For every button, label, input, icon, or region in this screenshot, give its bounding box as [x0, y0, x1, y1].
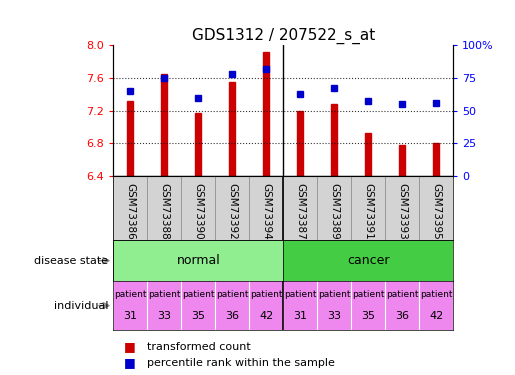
Bar: [195, 113, 201, 176]
Title: GDS1312 / 207522_s_at: GDS1312 / 207522_s_at: [192, 27, 375, 44]
Text: GSM73388: GSM73388: [159, 183, 169, 239]
Bar: [399, 145, 405, 176]
Text: 35: 35: [361, 311, 375, 321]
Text: disease state: disease state: [34, 256, 108, 266]
Text: GSM73390: GSM73390: [193, 183, 203, 239]
Text: ■: ■: [124, 340, 135, 353]
Text: patient: patient: [216, 290, 249, 299]
Bar: [365, 133, 371, 176]
Text: GSM73395: GSM73395: [431, 183, 441, 239]
Text: GSM73394: GSM73394: [261, 183, 271, 239]
Text: 42: 42: [259, 311, 273, 321]
Text: GSM73393: GSM73393: [397, 183, 407, 239]
Text: patient: patient: [386, 290, 419, 299]
Text: patient: patient: [148, 290, 181, 299]
Bar: [283, 240, 453, 281]
Text: patient: patient: [352, 290, 385, 299]
Text: patient: patient: [318, 290, 351, 299]
Text: patient: patient: [250, 290, 283, 299]
Text: ■: ■: [124, 357, 135, 369]
Bar: [229, 82, 235, 176]
Text: GSM73386: GSM73386: [125, 183, 135, 239]
Bar: [331, 104, 337, 176]
Text: transformed count: transformed count: [147, 342, 250, 352]
Text: 31: 31: [293, 311, 307, 321]
Text: patient: patient: [182, 290, 215, 299]
Bar: [433, 144, 439, 176]
Text: GSM73387: GSM73387: [295, 183, 305, 239]
Text: individual: individual: [54, 301, 108, 310]
Text: cancer: cancer: [347, 254, 389, 267]
Text: percentile rank within the sample: percentile rank within the sample: [147, 358, 335, 368]
Text: 33: 33: [327, 311, 341, 321]
Text: patient: patient: [284, 290, 317, 299]
Text: 42: 42: [429, 311, 443, 321]
Text: 36: 36: [395, 311, 409, 321]
Bar: [263, 52, 269, 176]
Text: 35: 35: [191, 311, 205, 321]
Text: GSM73392: GSM73392: [227, 183, 237, 239]
Text: GSM73389: GSM73389: [329, 183, 339, 239]
Text: normal: normal: [177, 254, 220, 267]
Text: 36: 36: [225, 311, 239, 321]
Text: patient: patient: [114, 290, 147, 299]
Text: 33: 33: [157, 311, 171, 321]
Text: GSM73391: GSM73391: [363, 183, 373, 239]
Bar: [127, 101, 133, 176]
Text: 31: 31: [123, 311, 138, 321]
Bar: [161, 74, 167, 176]
Bar: [113, 240, 283, 281]
Bar: [297, 111, 303, 176]
Text: patient: patient: [420, 290, 453, 299]
